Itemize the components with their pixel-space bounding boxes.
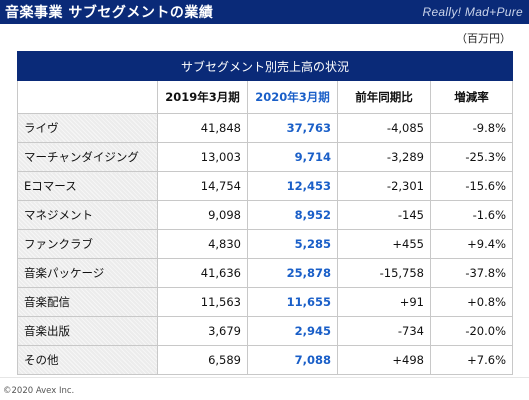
cell-fy2020: 11,655 [247, 287, 338, 317]
cell-fy2020: 37,763 [247, 113, 338, 143]
column-header-yoy: 前年同期比 [337, 80, 431, 114]
table-caption-row: サブセグメント別売上高の状況 [17, 51, 513, 81]
cell-rate: +0.8% [430, 287, 513, 317]
cell-yoy: -734 [337, 316, 431, 346]
copyright-footer: ©2020 Avex Inc. [3, 386, 75, 396]
cell-yoy: -3,289 [337, 142, 431, 172]
cell-fy2020: 8,952 [247, 200, 338, 230]
table-row: Eコマース 14,754 12,453 -2,301 -15.6% [17, 171, 513, 201]
row-name: マネジメント [17, 200, 158, 230]
cell-yoy: +91 [337, 287, 431, 317]
cell-rate: -9.8% [430, 113, 513, 143]
cell-rate: +9.4% [430, 229, 513, 259]
column-header-rate: 増減率 [430, 80, 513, 114]
cell-rate: -37.8% [430, 258, 513, 288]
cell-fy2019: 13,003 [157, 142, 248, 172]
unit-label: （百万円） [456, 32, 511, 45]
cell-fy2019: 3,679 [157, 316, 248, 346]
cell-fy2019: 11,563 [157, 287, 248, 317]
brand-logo-text: Really! Mad+Pure [422, 5, 523, 19]
cell-rate: -25.3% [430, 142, 513, 172]
row-name: 音楽配信 [17, 287, 158, 317]
table-row: ファンクラブ 4,830 5,285 +455 +9.4% [17, 229, 513, 259]
row-name: Eコマース [17, 171, 158, 201]
cell-fy2019: 4,830 [157, 229, 248, 259]
table-row: 音楽パッケージ 41,636 25,878 -15,758 -37.8% [17, 258, 513, 288]
row-name: 音楽パッケージ [17, 258, 158, 288]
table-row: ライヴ 41,848 37,763 -4,085 -9.8% [17, 113, 513, 143]
cell-fy2020: 12,453 [247, 171, 338, 201]
row-name: マーチャンダイジング [17, 142, 158, 172]
page-title: 音楽事業 サブセグメントの業績 [5, 5, 214, 21]
cell-yoy: -145 [337, 200, 431, 230]
cell-yoy: -15,758 [337, 258, 431, 288]
column-header-name [17, 80, 158, 114]
table-caption: サブセグメント別売上高の状況 [17, 51, 513, 81]
cell-rate: -1.6% [430, 200, 513, 230]
cell-fy2019: 14,754 [157, 171, 248, 201]
table-row: その他 6,589 7,088 +498 +7.6% [17, 345, 513, 375]
table-header-row: 2019年3月期 2020年3月期 前年同期比 増減率 [17, 80, 513, 114]
table-row: 音楽配信 11,563 11,655 +91 +0.8% [17, 287, 513, 317]
cell-fy2019: 9,098 [157, 200, 248, 230]
cell-rate: -15.6% [430, 171, 513, 201]
cell-fy2020: 7,088 [247, 345, 338, 375]
row-name: ライヴ [17, 113, 158, 143]
cell-fy2019: 41,636 [157, 258, 248, 288]
cell-yoy: +498 [337, 345, 431, 375]
table-row: マネジメント 9,098 8,952 -145 -1.6% [17, 200, 513, 230]
cell-rate: +7.6% [430, 345, 513, 375]
cell-yoy: +455 [337, 229, 431, 259]
cell-fy2019: 41,848 [157, 113, 248, 143]
cell-yoy: -4,085 [337, 113, 431, 143]
footer-divider [0, 377, 529, 378]
row-name: その他 [17, 345, 158, 375]
cell-fy2020: 2,945 [247, 316, 338, 346]
row-name: 音楽出版 [17, 316, 158, 346]
cell-fy2019: 6,589 [157, 345, 248, 375]
cell-fy2020: 25,878 [247, 258, 338, 288]
table-row: 音楽出版 3,679 2,945 -734 -20.0% [17, 316, 513, 346]
cell-yoy: -2,301 [337, 171, 431, 201]
cell-rate: -20.0% [430, 316, 513, 346]
table-row: マーチャンダイジング 13,003 9,714 -3,289 -25.3% [17, 142, 513, 172]
header-bar: 音楽事業 サブセグメントの業績 Really! Mad+Pure [0, 0, 529, 24]
subsegment-sales-table: サブセグメント別売上高の状況 2019年3月期 2020年3月期 前年同期比 増… [17, 51, 513, 375]
row-name: ファンクラブ [17, 229, 158, 259]
cell-fy2020: 5,285 [247, 229, 338, 259]
column-header-fy2020: 2020年3月期 [247, 80, 338, 114]
cell-fy2020: 9,714 [247, 142, 338, 172]
column-header-fy2019: 2019年3月期 [157, 80, 248, 114]
